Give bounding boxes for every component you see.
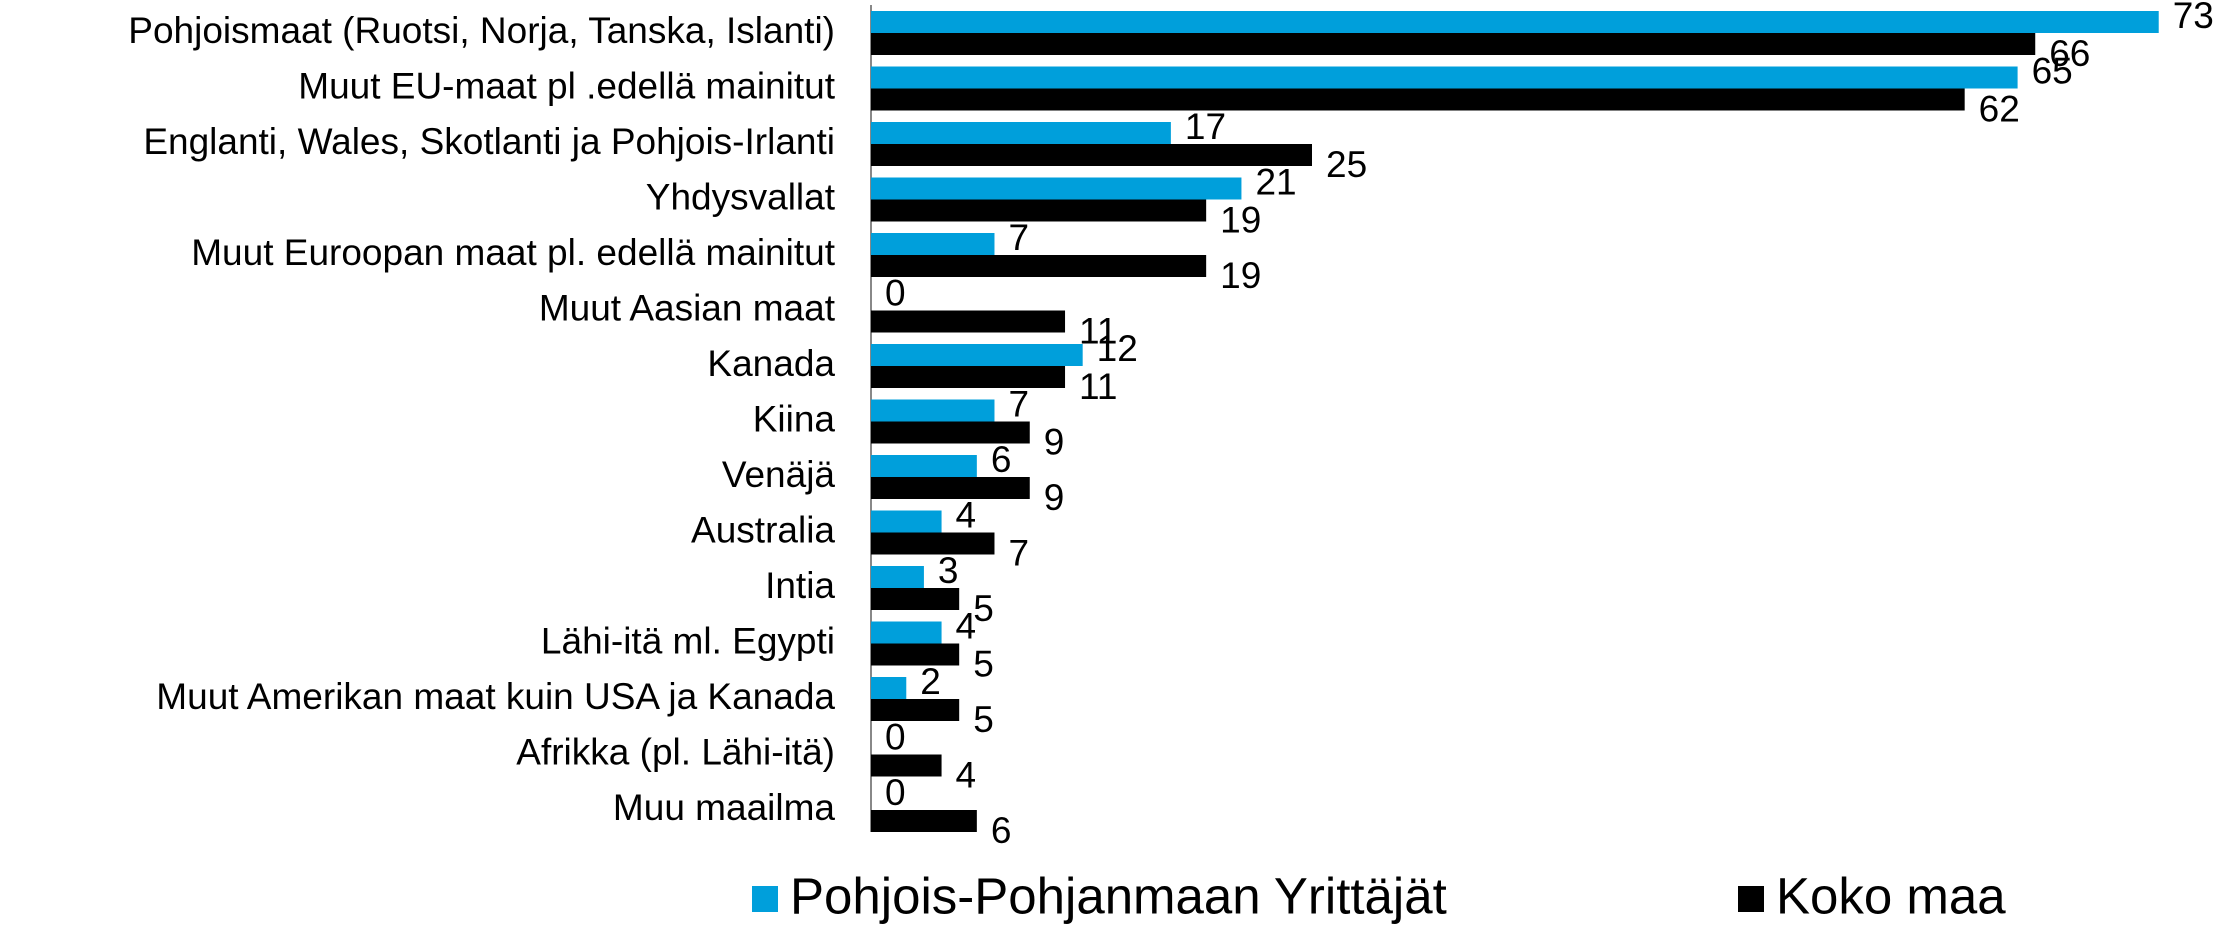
data-label: 12 xyxy=(1097,328,1138,369)
category-label: Australia xyxy=(691,509,835,550)
data-label: 7 xyxy=(1008,383,1029,424)
category-label: Lähi-itä ml. Egypti xyxy=(541,620,835,661)
bar xyxy=(871,66,2018,89)
data-label: 9 xyxy=(1044,477,1065,518)
bar xyxy=(871,699,960,721)
bar xyxy=(871,677,907,699)
bar xyxy=(871,122,1171,144)
data-label: 6 xyxy=(991,439,1012,480)
data-label: 73 xyxy=(2173,0,2214,36)
data-label: 11 xyxy=(1079,310,1117,351)
bar xyxy=(871,233,995,255)
data-label: 19 xyxy=(1220,199,1261,240)
data-label: 25 xyxy=(1326,144,1367,185)
bar xyxy=(871,621,942,644)
category-label: Muut EU-maat pl .edellä mainitut xyxy=(298,65,835,106)
legend-swatch xyxy=(1738,886,1764,912)
bar xyxy=(871,88,1965,111)
category-label: Muut Aasian maat xyxy=(539,287,836,328)
bar xyxy=(871,11,2159,33)
bar xyxy=(871,344,1083,366)
category-label: Venäjä xyxy=(722,454,836,495)
category-label: Muut Euroopan maat pl. edellä mainitut xyxy=(191,232,835,273)
data-label: 17 xyxy=(1185,106,1226,147)
bar xyxy=(871,310,1066,333)
bar xyxy=(871,255,1207,277)
legend-label: Koko maa xyxy=(1776,867,2006,924)
data-label: 11 xyxy=(1079,366,1117,407)
bar xyxy=(871,177,1242,200)
data-label: 5 xyxy=(973,643,994,684)
category-label: Muu maailma xyxy=(613,787,835,828)
data-label: 5 xyxy=(973,588,994,629)
data-label: 21 xyxy=(1255,161,1296,202)
legend-swatch xyxy=(752,886,778,912)
bar xyxy=(871,532,995,555)
category-label: Kanada xyxy=(707,343,835,384)
bar xyxy=(871,754,942,777)
category-label: Kiina xyxy=(753,398,836,439)
data-label: 4 xyxy=(956,494,977,535)
bar xyxy=(871,810,977,832)
bar xyxy=(871,455,977,477)
data-label: 7 xyxy=(1008,532,1029,573)
data-label: 62 xyxy=(1979,88,2020,129)
category-label: Intia xyxy=(765,565,835,606)
bar xyxy=(871,643,960,666)
bar xyxy=(871,477,1030,499)
data-label: 0 xyxy=(885,272,906,313)
category-label: Englanti, Wales, Skotlanti ja Pohjois-Ir… xyxy=(143,121,835,162)
bar xyxy=(871,366,1066,388)
data-label: 2 xyxy=(920,661,941,702)
category-label: Afrikka (pl. Lähi-itä) xyxy=(516,731,835,772)
data-label: 5 xyxy=(973,699,994,740)
bar xyxy=(871,588,960,610)
legend-label: Pohjois-Pohjanmaan Yrittäjät xyxy=(790,867,1447,924)
bar xyxy=(871,144,1312,166)
category-label: Muut Amerikan maat kuin USA ja Kanada xyxy=(156,676,835,717)
data-label: 6 xyxy=(991,810,1012,851)
bar xyxy=(871,199,1207,222)
data-label: 65 xyxy=(2032,50,2073,91)
data-label: 3 xyxy=(938,550,959,591)
data-label: 4 xyxy=(956,754,977,795)
data-label: 66 xyxy=(2049,33,2090,74)
data-label: 0 xyxy=(885,772,906,813)
category-label: Pohjoismaat (Ruotsi, Norja, Tanska, Isla… xyxy=(128,10,835,51)
bar xyxy=(871,33,2036,55)
bar xyxy=(871,399,995,422)
bar xyxy=(871,421,1030,444)
category-label: Yhdysvallat xyxy=(646,176,836,217)
data-label: 4 xyxy=(956,605,977,646)
bar xyxy=(871,510,942,533)
data-label: 19 xyxy=(1220,255,1261,296)
bar xyxy=(871,566,924,588)
data-label: 7 xyxy=(1008,217,1029,258)
data-label: 0 xyxy=(885,716,906,757)
data-label: 9 xyxy=(1044,421,1065,462)
